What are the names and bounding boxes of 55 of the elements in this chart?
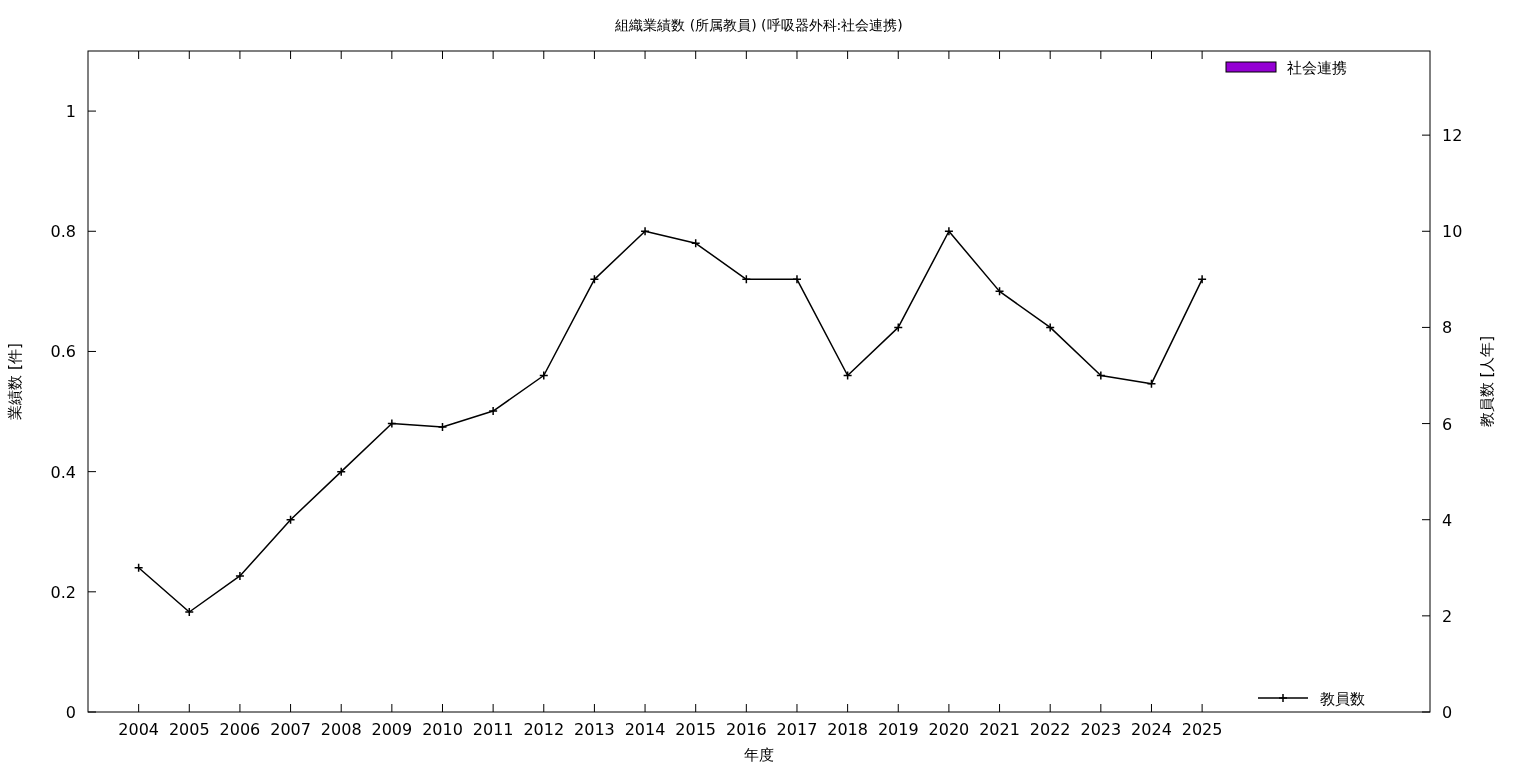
y-tick-label: 0.4 bbox=[50, 462, 76, 482]
y-tick-label: 0.2 bbox=[50, 582, 76, 602]
y-axis-title: 業績数 [件] bbox=[6, 343, 24, 420]
x-tick-label: 2006 bbox=[219, 720, 261, 739]
legend-label: 教員数 bbox=[1320, 690, 1365, 708]
x-tick-label: 2015 bbox=[675, 720, 717, 739]
legend-label: 社会連携 bbox=[1287, 59, 1347, 77]
point bbox=[640, 226, 650, 237]
y2-axis-title: 教員数 [人年] bbox=[1478, 335, 1496, 428]
x-tick-label: 2018 bbox=[827, 720, 868, 739]
y2-tick-label: 2 bbox=[1442, 606, 1453, 626]
point bbox=[1096, 370, 1106, 381]
x-tick-label: 2021 bbox=[979, 720, 1020, 739]
x-tick-label: 2011 bbox=[472, 720, 514, 739]
y2-tick-label: 8 bbox=[1442, 318, 1453, 338]
point bbox=[1197, 274, 1207, 285]
point bbox=[184, 607, 195, 617]
x-tick-label: 2017 bbox=[776, 720, 818, 739]
x-tick-label: 2014 bbox=[624, 720, 666, 739]
x-tick-label: 2005 bbox=[168, 720, 210, 739]
y-tick-label: 0.8 bbox=[50, 222, 76, 242]
x-tick-label: 2019 bbox=[877, 720, 919, 739]
y2-tick-label: 6 bbox=[1442, 414, 1453, 434]
x-tick-label: 2022 bbox=[1029, 720, 1071, 739]
y-tick-label: 0.6 bbox=[50, 342, 76, 362]
x-tick-label: 2016 bbox=[725, 720, 767, 739]
x-tick-label: 2004 bbox=[118, 720, 159, 739]
point bbox=[944, 226, 954, 237]
point bbox=[235, 571, 245, 581]
y-tick-label: 0 bbox=[65, 703, 76, 722]
chart-title: 組織業績数 (所属教員) (呼吸器外科:社会連携) bbox=[614, 17, 903, 33]
point bbox=[792, 274, 802, 285]
point bbox=[539, 370, 549, 381]
x-tick-label: 2010 bbox=[422, 720, 463, 739]
point bbox=[133, 563, 144, 573]
x-tick-label: 2013 bbox=[574, 720, 615, 739]
x-axis-title: 年度 bbox=[744, 746, 774, 764]
x-tick-label: 2025 bbox=[1181, 720, 1223, 739]
x-tick-label: 2012 bbox=[523, 720, 565, 739]
y2-tick-label: 10 bbox=[1442, 222, 1463, 242]
y2-tick-label: 4 bbox=[1442, 510, 1453, 530]
x-tick-label: 2009 bbox=[371, 720, 413, 739]
x-tick-label: 2008 bbox=[320, 720, 362, 739]
x-tick-label: 2007 bbox=[270, 720, 311, 739]
point bbox=[488, 406, 498, 416]
y2-tick-label: 0 bbox=[1442, 703, 1453, 722]
x-tick-label: 2020 bbox=[928, 720, 970, 739]
y-tick-label: 1 bbox=[65, 102, 76, 122]
point bbox=[437, 422, 448, 432]
x-tick-label: 2023 bbox=[1080, 720, 1122, 739]
point bbox=[387, 418, 397, 429]
y2-tick-label: 12 bbox=[1442, 126, 1463, 146]
point bbox=[1045, 322, 1055, 333]
point bbox=[336, 466, 346, 477]
x-tick-label: 2024 bbox=[1131, 720, 1172, 739]
